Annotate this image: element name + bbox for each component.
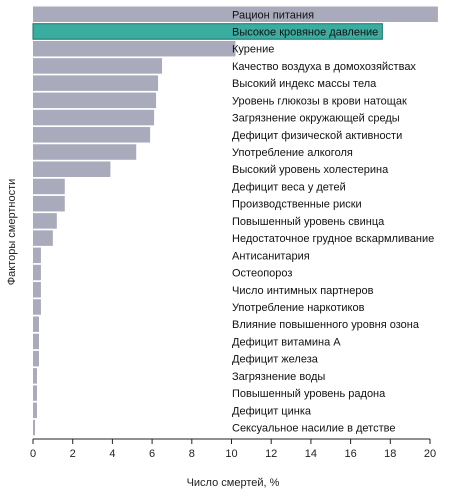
bar [33,299,41,315]
bar [33,368,37,384]
category-label: Курение [232,44,274,56]
bar [33,350,39,367]
category-label: Качество воздуха в домохозяйствах [232,61,416,73]
bar [33,333,39,350]
category-label: Рацион питания [232,9,314,21]
x-tick-label: 14 [305,448,317,460]
bar [33,264,41,281]
bar-highlighted [32,23,383,40]
y-axis-title: Факторы смертности [6,179,18,286]
x-tick-label: 4 [109,448,115,460]
category-label: Производственные риски [232,199,362,211]
x-tick-label: 2 [70,448,76,460]
x-tick-label: 8 [189,448,195,460]
bar [33,385,37,401]
category-label: Высокое кровяное давление [232,26,378,38]
bar [33,316,39,332]
bar [33,419,35,436]
category-label: Повышенный уровень радона [232,388,386,400]
bar [33,75,159,91]
x-tick-label: 12 [265,448,277,460]
bar [33,195,65,212]
category-label: Число интимных партнеров [232,285,374,297]
category-label: Дефицит витамина А [232,336,341,348]
x-tick-label: 0 [30,448,36,460]
bar [33,92,157,109]
category-label: Антисанитария [232,250,310,262]
category-label: Влияние повышенного уровня озона [232,319,420,331]
x-tick-label: 6 [149,448,155,460]
category-label: Дефицит физической активности [232,130,402,142]
category-label: Дефицит веса у детей [232,181,346,193]
x-tick-label: 10 [225,448,237,460]
x-tick-label: 20 [424,448,436,460]
category-label: Сексуальное насилие в детстве [232,423,395,435]
bar [33,230,53,246]
category-label: Употребление алкоголя [232,147,353,159]
category-label: Загрязнение окружающей среды [232,113,400,125]
category-label: Уровень глюкозы в крови натощак [232,95,407,107]
x-tick-label: 18 [384,448,396,460]
category-label: Употребление наркотиков [232,302,365,314]
category-label: Высокий уровень холестерина [232,164,389,176]
bar [33,109,155,126]
category-label: Дефицит цинка [232,405,312,417]
bar [33,144,137,160]
category-label: Загрязнение воды [232,371,325,383]
x-axis-title: Число смертей, % [187,477,280,489]
bar [33,213,57,229]
bar [33,161,111,177]
category-label: Высокий индекс массы тела [232,78,377,90]
bar [33,40,236,57]
x-tick-label: 16 [344,448,356,460]
bar [33,127,151,143]
category-labels: Рацион питания Высокое кровяное давление К… [232,9,434,434]
category-label: Повышенный уровень свинца [232,216,385,228]
bar [33,58,163,74]
category-label: Недостаточное грудное вскармливание [232,233,434,245]
bar [33,402,37,419]
bar [33,178,65,195]
bars-layer [32,6,438,436]
x-axis: 0 2 4 6 8 10 12 14 16 18 20 [30,438,436,460]
category-label: Дефицит железа [232,354,319,366]
category-label: Остеопороз [232,268,292,280]
bar [33,282,41,298]
bar [33,6,438,22]
bar [33,247,41,264]
